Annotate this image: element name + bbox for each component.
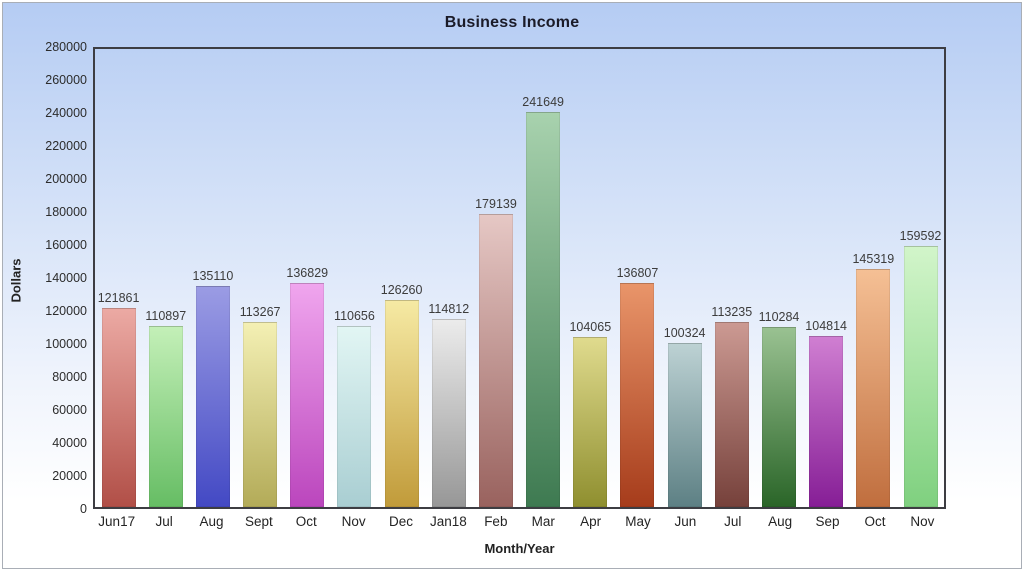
- y-tick-label: 200000: [45, 172, 87, 186]
- bar: [856, 269, 891, 507]
- y-axis-tick-labels: 0 20000 40000 60000 80000 100000 120000 140000 1…: [3, 40, 87, 516]
- bar-slot: 100324: [661, 49, 708, 507]
- bar: [478, 213, 513, 507]
- y-tick-label: 20000: [52, 469, 87, 483]
- x-tick-label: Sept: [244, 514, 273, 529]
- bar-value-label: 136807: [616, 266, 659, 281]
- y-tick-label: 100000: [45, 337, 87, 351]
- bar: [431, 319, 466, 507]
- bar-slot: 110284: [755, 49, 802, 507]
- bar: [667, 342, 702, 507]
- bar: [526, 111, 561, 507]
- bar-value-label: 126260: [380, 283, 423, 298]
- bar: [903, 245, 938, 507]
- y-tick-label: 60000: [52, 403, 87, 417]
- x-tick-label: Apr: [580, 514, 602, 529]
- y-tick-label: 120000: [45, 304, 87, 318]
- bar: [101, 307, 136, 507]
- bar-value-label: 135110: [192, 269, 234, 283]
- x-axis-tick-labels: Jun17 Jul Aug Sept Oct Nov Dec Jan18 Feb Mar Apr Ma…: [93, 514, 946, 529]
- bar-slot: 121861: [95, 49, 142, 507]
- x-tick-label: Dec: [389, 514, 414, 529]
- x-tick-label: Feb: [484, 514, 508, 529]
- y-tick-label: 220000: [45, 139, 87, 153]
- bar-value-label: 100324: [663, 325, 706, 340]
- bar-value-label: 110284: [758, 309, 800, 324]
- bar-slot: 179139: [472, 49, 519, 507]
- bar: [337, 326, 372, 507]
- x-tick-label: Jun: [674, 514, 697, 529]
- bar-slot: 145319: [850, 49, 897, 507]
- y-tick-label: 140000: [45, 271, 87, 285]
- bar-slot: 159592: [897, 49, 944, 507]
- bar-value-label: 114812: [428, 302, 470, 317]
- x-tick-label: Nov: [910, 514, 935, 529]
- bar-slot: 104814: [803, 49, 850, 507]
- x-tick-label: Jul: [724, 514, 742, 529]
- bar-slot: 104065: [567, 49, 614, 507]
- x-tick-label: Sep: [815, 514, 840, 529]
- bar-value-label: 159592: [899, 228, 942, 243]
- bar: [620, 283, 655, 507]
- bar-slot: 110656: [331, 49, 378, 507]
- bars-container: 121861 110897 135110 113267 136829 110656 1262…: [95, 49, 944, 507]
- bar-slot: 241649: [520, 49, 567, 507]
- bar-value-label: 113267: [239, 304, 281, 319]
- x-tick-label: Oct: [295, 514, 317, 529]
- y-tick-label: 280000: [45, 40, 87, 54]
- bar-slot: 110897: [142, 49, 189, 507]
- x-tick-label: Aug: [768, 514, 793, 529]
- bar-value-label: 113235: [711, 304, 753, 319]
- bar-value-label: 104065: [569, 319, 612, 334]
- bar-value-label: 145319: [852, 252, 895, 267]
- bar: [148, 325, 183, 507]
- x-tick-label: Jun17: [98, 514, 136, 529]
- y-tick-label: 0: [80, 502, 87, 516]
- bar-slot: 114812: [425, 49, 472, 507]
- y-tick-label: 260000: [45, 73, 87, 87]
- chart-title: Business Income: [444, 14, 580, 31]
- y-tick-label: 80000: [52, 370, 87, 384]
- bar: [290, 283, 325, 507]
- x-tick-label: Nov: [341, 514, 366, 529]
- x-tick-label: Oct: [864, 514, 886, 529]
- bar: [761, 326, 796, 507]
- bar-slot: 126260: [378, 49, 425, 507]
- bar: [243, 321, 278, 507]
- bar-slot: 113235: [708, 49, 755, 507]
- bar-value-label: 136829: [286, 266, 329, 281]
- bar-slot: 136807: [614, 49, 661, 507]
- x-tick-label: Jul: [155, 514, 173, 529]
- bar-value-label: 241649: [522, 94, 564, 109]
- bar-slot: 135110: [189, 49, 236, 507]
- x-tick-label: Mar: [531, 514, 555, 529]
- x-tick-label: Jan18: [430, 514, 467, 529]
- bar-slot: 113267: [237, 49, 284, 507]
- y-tick-label: 160000: [45, 238, 87, 252]
- plot-area: 121861 110897 135110 113267 136829 110656 1262…: [93, 47, 946, 509]
- bar-value-label: 110656: [334, 309, 375, 323]
- bar: [573, 336, 608, 507]
- x-axis-title: Month/Year: [484, 541, 555, 556]
- y-tick-label: 240000: [45, 106, 87, 120]
- y-tick-label: 180000: [45, 205, 87, 219]
- bar-slot: 136829: [284, 49, 331, 507]
- bar: [384, 300, 419, 507]
- bar-value-label: 179139: [475, 196, 517, 211]
- bar-value-label: 121861: [97, 290, 140, 305]
- x-tick-label: Aug: [199, 514, 224, 529]
- bar-value-label: 110897: [145, 308, 187, 323]
- y-tick-label: 40000: [52, 436, 87, 450]
- bar: [714, 321, 749, 507]
- bar-value-label: 104814: [805, 318, 848, 333]
- bar: [809, 335, 844, 507]
- bar: [195, 286, 230, 507]
- x-tick-label: May: [625, 514, 651, 529]
